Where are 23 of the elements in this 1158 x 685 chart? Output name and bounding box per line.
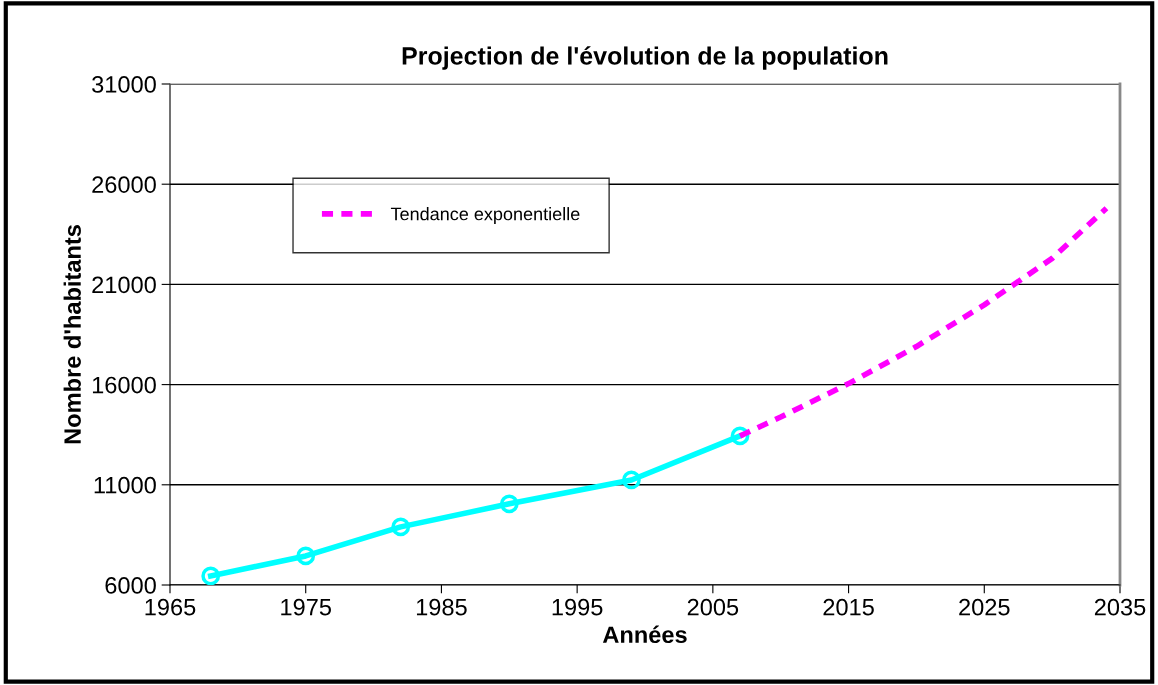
y-tick-label: 6000 <box>105 577 156 594</box>
y-tick-label: 11000 <box>94 476 156 494</box>
legend-label: Tendance exponentielle <box>390 207 580 224</box>
x-tick-label: 2025 <box>959 598 1010 616</box>
point <box>201 566 221 585</box>
y-tick-label: 31000 <box>92 76 156 93</box>
y-tick-label: 26000 <box>92 176 156 193</box>
point <box>499 494 519 514</box>
y-tick-label: 21000 <box>92 276 156 294</box>
point <box>622 470 641 490</box>
point <box>296 546 316 566</box>
x-tick-label: 1965 <box>145 598 196 616</box>
y-tick-label: 16000 <box>92 376 156 394</box>
x-tick-label: 2035 <box>1094 598 1146 616</box>
y-axis-title: Nombre d'habitants <box>63 225 81 444</box>
x-axis-title: Années <box>602 625 687 644</box>
x-tick-label: 1975 <box>281 598 331 616</box>
x-tick-label: 1995 <box>552 598 603 616</box>
point <box>391 517 411 537</box>
x-tick-label: 1985 <box>416 598 467 616</box>
chart-title: Projection de l'évolution de la population <box>402 46 888 70</box>
x-tick-label: 2005 <box>687 598 739 616</box>
x-tick-label: 2015 <box>823 598 874 616</box>
